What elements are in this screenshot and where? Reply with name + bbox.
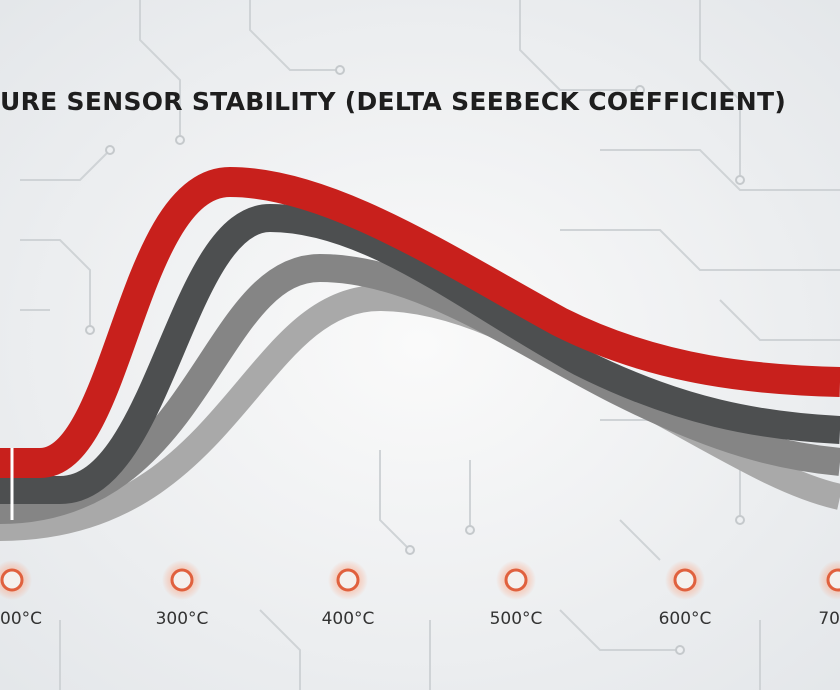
ribbons <box>0 166 840 541</box>
x-tick-label: 00°C <box>0 609 42 629</box>
circuit-decor <box>20 0 840 690</box>
tick-dot <box>673 568 697 592</box>
x-tick-label: 300°C <box>156 609 209 629</box>
x-tick-label: 500°C <box>490 609 543 629</box>
x-tick-label: 70 <box>818 609 840 629</box>
tick-dot <box>336 568 360 592</box>
axis-ticks: 00°C 300°C 400°C 500°C 600°C 70 <box>0 560 840 629</box>
ribbon <box>0 253 840 524</box>
ribbon <box>0 203 840 504</box>
x-tick-label: 400°C <box>322 609 375 629</box>
tick-dot <box>0 568 24 592</box>
ribbon <box>0 166 840 478</box>
tick-dot <box>826 568 840 592</box>
tick-dot <box>170 568 194 592</box>
tick-dot <box>504 568 528 592</box>
chart-title: URE SENSOR STABILITY (DELTA SEEBECK COEF… <box>0 87 786 116</box>
x-tick-label: 600°C <box>659 609 712 629</box>
